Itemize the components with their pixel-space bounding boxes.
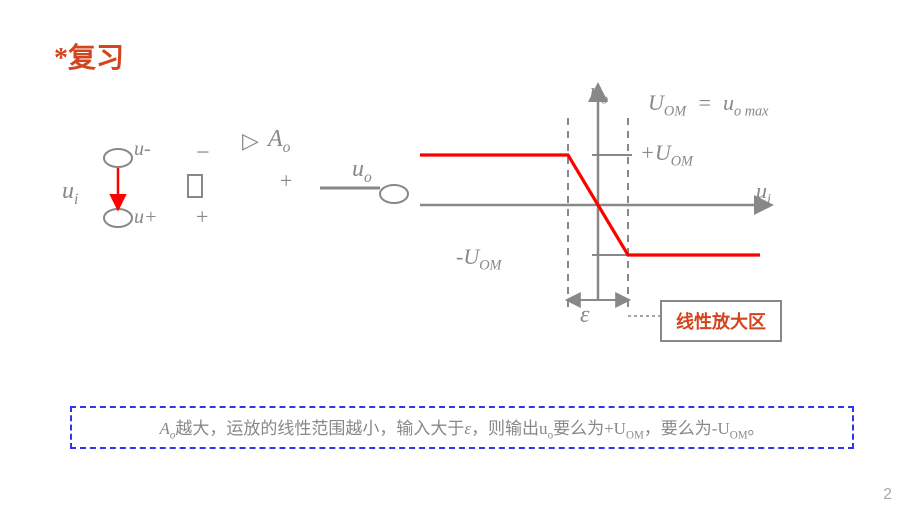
terminal-u-minus: [104, 149, 132, 167]
terminal-uo: [380, 185, 408, 203]
label-plus: +: [196, 204, 208, 230]
terminal-u-plus: [104, 209, 132, 227]
label-plus-out: +: [280, 168, 292, 194]
minus-uom-label: -UOM: [456, 244, 501, 274]
label-ui: ui: [62, 178, 78, 209]
label-uo: uo: [352, 156, 372, 187]
page-number: 2: [883, 486, 892, 504]
y-axis-label: uo: [590, 78, 608, 108]
label-Ao: Ao: [268, 126, 290, 157]
plus-uom-label: +UOM: [640, 140, 693, 170]
x-axis-label: ui: [756, 178, 771, 208]
label-minus: −: [196, 140, 210, 167]
opamp-rect: [188, 175, 202, 197]
equation-uom: UOM = uo max: [648, 90, 769, 120]
linear-region-box: 线性放大区: [660, 300, 782, 342]
label-u-minus: u-: [134, 138, 151, 161]
triangle-icon: ▷: [242, 128, 259, 154]
epsilon-label: ε: [580, 302, 589, 329]
note-box: Ao越大，运放的线性范围越小，输入大于ε，则输出uo要么为+UOM，要么为-UO…: [70, 406, 854, 449]
label-u-plus: u+: [134, 206, 158, 229]
